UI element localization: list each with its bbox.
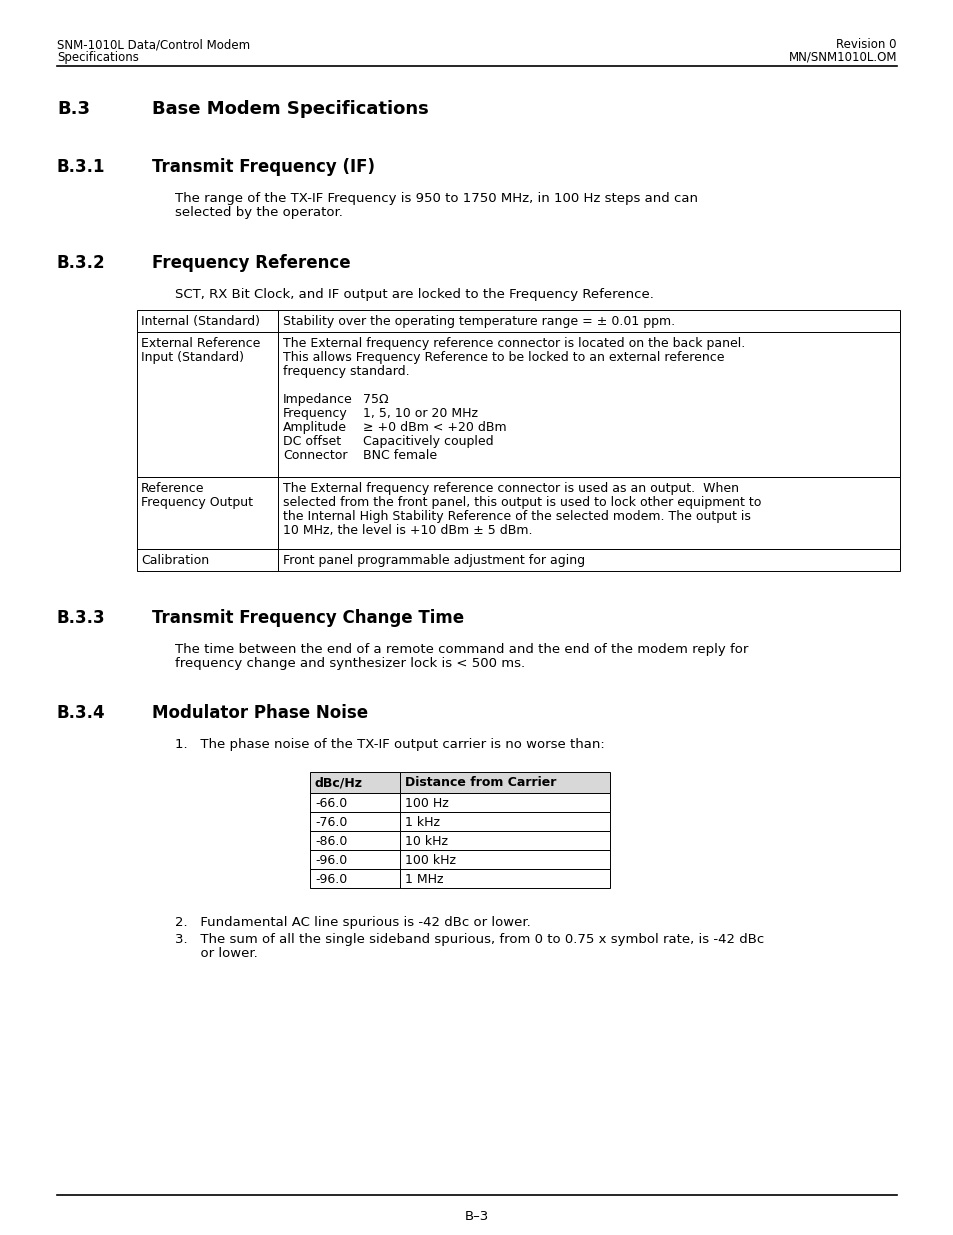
Text: 1, 5, 10 or 20 MHz: 1, 5, 10 or 20 MHz	[363, 408, 477, 420]
Text: The time between the end of a remote command and the end of the modem reply for: The time between the end of a remote com…	[174, 643, 747, 656]
Bar	[310, 869, 399, 888]
Text: SNM-1010L Data/Control Modem: SNM-1010L Data/Control Modem	[57, 38, 250, 51]
Text: Front panel programmable adjustment for aging: Front panel programmable adjustment for …	[283, 555, 584, 567]
Bar	[399, 831, 609, 850]
Bar	[137, 310, 277, 332]
Text: 100 kHz: 100 kHz	[405, 853, 456, 867]
Text: B.3.3: B.3.3	[57, 609, 106, 627]
Bar	[137, 332, 277, 477]
Text: Internal (Standard): Internal (Standard)	[141, 315, 260, 329]
Text: Modulator Phase Noise: Modulator Phase Noise	[152, 704, 368, 722]
Text: 1 MHz: 1 MHz	[405, 873, 443, 885]
Text: Reference: Reference	[141, 482, 204, 495]
Bar	[310, 831, 399, 850]
Text: selected from the front panel, this output is used to lock other equipment to: selected from the front panel, this outp…	[283, 496, 760, 509]
Bar	[399, 793, 609, 811]
Text: B.3.4: B.3.4	[57, 704, 106, 722]
Text: Capacitively coupled: Capacitively coupled	[363, 435, 493, 448]
Text: B.3.1: B.3.1	[57, 158, 106, 177]
Text: Frequency: Frequency	[283, 408, 348, 420]
Text: Connector: Connector	[283, 450, 347, 462]
Text: Base Modem Specifications: Base Modem Specifications	[152, 100, 428, 119]
Bar	[277, 332, 899, 477]
Text: Revision 0: Revision 0	[836, 38, 896, 51]
Bar	[277, 550, 899, 571]
Text: selected by the operator.: selected by the operator.	[174, 206, 342, 219]
Text: -96.0: -96.0	[314, 873, 347, 885]
Text: MN/SNM1010L.OM: MN/SNM1010L.OM	[788, 51, 896, 64]
Text: -96.0: -96.0	[314, 853, 347, 867]
Text: -76.0: -76.0	[314, 816, 347, 829]
Text: frequency change and synthesizer lock is < 500 ms.: frequency change and synthesizer lock is…	[174, 657, 524, 671]
Text: frequency standard.: frequency standard.	[283, 366, 409, 378]
Bar	[310, 772, 399, 793]
Text: ≥ +0 dBm < +20 dBm: ≥ +0 dBm < +20 dBm	[363, 421, 506, 433]
Text: BNC female: BNC female	[363, 450, 436, 462]
Text: 1.   The phase noise of the TX-IF output carrier is no worse than:: 1. The phase noise of the TX-IF output c…	[174, 739, 604, 751]
Text: Transmit Frequency (IF): Transmit Frequency (IF)	[152, 158, 375, 177]
Text: the Internal High Stability Reference of the selected modem. The output is: the Internal High Stability Reference of…	[283, 510, 750, 522]
Bar	[277, 310, 899, 332]
Text: 3.   The sum of all the single sideband spurious, from 0 to 0.75 x symbol rate, : 3. The sum of all the single sideband sp…	[174, 932, 763, 946]
Text: Specifications: Specifications	[57, 51, 139, 64]
Text: Frequency Output: Frequency Output	[141, 496, 253, 509]
Text: DC offset: DC offset	[283, 435, 341, 448]
Text: B.3: B.3	[57, 100, 90, 119]
Text: The External frequency reference connector is located on the back panel.: The External frequency reference connect…	[283, 337, 744, 350]
Text: Frequency Reference: Frequency Reference	[152, 254, 351, 272]
Bar	[137, 477, 277, 550]
Text: External Reference: External Reference	[141, 337, 260, 350]
Text: Transmit Frequency Change Time: Transmit Frequency Change Time	[152, 609, 464, 627]
Text: Impedance: Impedance	[283, 393, 353, 406]
Bar	[399, 811, 609, 831]
Text: -86.0: -86.0	[314, 835, 347, 848]
Text: 1 kHz: 1 kHz	[405, 816, 439, 829]
Text: Distance from Carrier: Distance from Carrier	[405, 776, 556, 789]
Text: 10 MHz, the level is +10 dBm ± 5 dBm.: 10 MHz, the level is +10 dBm ± 5 dBm.	[283, 524, 532, 537]
Text: 2.   Fundamental AC line spurious is -42 dBc or lower.: 2. Fundamental AC line spurious is -42 d…	[174, 916, 530, 929]
Bar	[137, 550, 277, 571]
Text: 10 kHz: 10 kHz	[405, 835, 448, 848]
Bar	[277, 477, 899, 550]
Bar	[310, 793, 399, 811]
Text: Stability over the operating temperature range = ± 0.01 ppm.: Stability over the operating temperature…	[283, 315, 675, 329]
Text: Input (Standard): Input (Standard)	[141, 351, 244, 364]
Bar	[310, 811, 399, 831]
Text: Amplitude: Amplitude	[283, 421, 347, 433]
Text: B–3: B–3	[464, 1210, 489, 1223]
Text: B.3.2: B.3.2	[57, 254, 106, 272]
Text: The External frequency reference connector is used as an output.  When: The External frequency reference connect…	[283, 482, 739, 495]
Text: Calibration: Calibration	[141, 555, 209, 567]
Bar	[399, 869, 609, 888]
Text: The range of the TX-IF Frequency is 950 to 1750 MHz, in 100 Hz steps and can: The range of the TX-IF Frequency is 950 …	[174, 191, 698, 205]
Bar	[399, 850, 609, 869]
Text: 75Ω: 75Ω	[363, 393, 388, 406]
Text: This allows Frequency Reference to be locked to an external reference: This allows Frequency Reference to be lo…	[283, 351, 723, 364]
Text: dBc/Hz: dBc/Hz	[314, 776, 363, 789]
Bar	[310, 850, 399, 869]
Text: 100 Hz: 100 Hz	[405, 797, 448, 810]
Bar	[399, 772, 609, 793]
Text: or lower.: or lower.	[174, 947, 257, 960]
Text: SCT, RX Bit Clock, and IF output are locked to the Frequency Reference.: SCT, RX Bit Clock, and IF output are loc…	[174, 288, 653, 301]
Text: -66.0: -66.0	[314, 797, 347, 810]
